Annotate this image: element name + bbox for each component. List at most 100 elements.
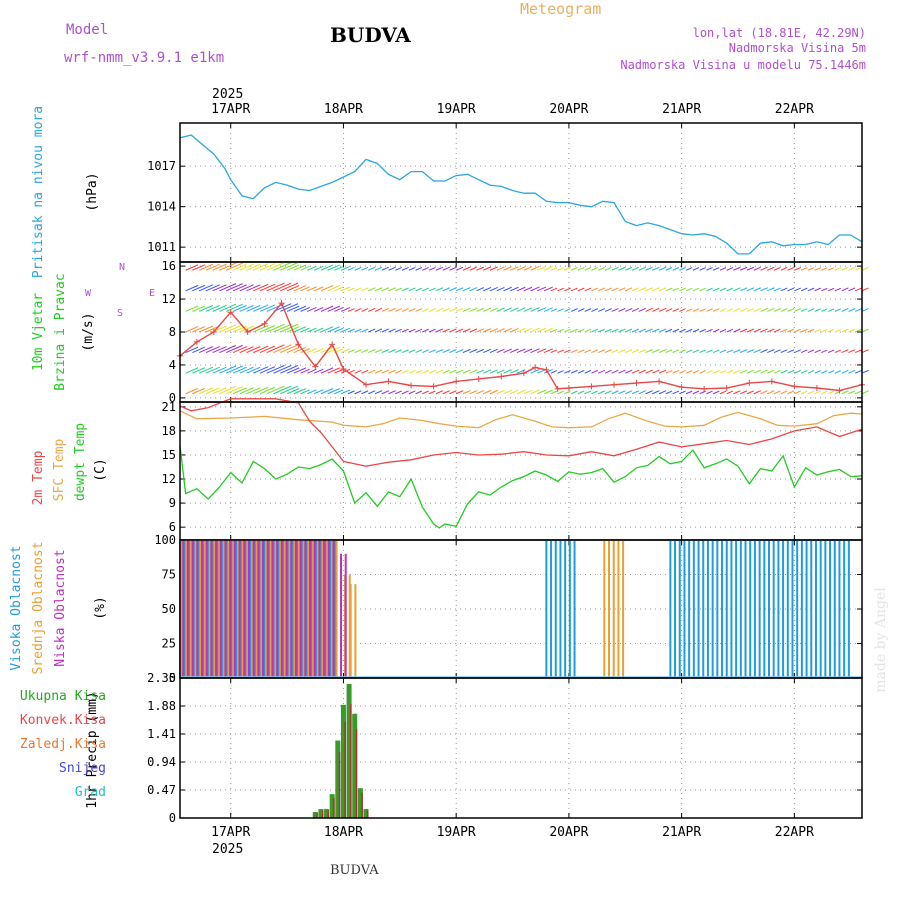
- wind-arrow: [760, 369, 768, 374]
- wind-arrow: [293, 305, 307, 312]
- wind-arrow: [794, 287, 801, 292]
- wind-arrow: [652, 369, 660, 374]
- wind-arrow: [598, 390, 606, 395]
- wind-arrow: [361, 390, 369, 395]
- wind-arrow: [577, 349, 585, 354]
- wind-arrow: [814, 287, 821, 292]
- wind-arrow: [712, 267, 720, 271]
- wind-arrow: [320, 264, 334, 271]
- temp2m-line: [179, 398, 863, 467]
- y-tick-label: 12: [162, 292, 176, 306]
- wind-arrow: [787, 308, 795, 312]
- compass-label: W: [85, 288, 92, 299]
- wind-arrow: [226, 365, 243, 374]
- wind-arrow: [334, 307, 344, 312]
- wind-arrow: [712, 328, 720, 333]
- wind-arrow: [449, 390, 457, 395]
- wind-arrow: [415, 308, 423, 312]
- wind-arrow: [286, 367, 300, 374]
- wind-arrow: [374, 369, 383, 374]
- wind-arrow: [503, 348, 512, 354]
- wind-arrow: [543, 368, 553, 374]
- wind-arrow: [692, 349, 700, 354]
- wind-arrow: [232, 325, 247, 333]
- wind-arrow: [841, 369, 849, 374]
- wind-arrow: [557, 287, 564, 292]
- wind-arrow: [334, 327, 344, 333]
- wind-arrow: [455, 390, 464, 395]
- wind-arrow: [510, 307, 519, 312]
- wind-arrow: [307, 327, 317, 333]
- wind-arrow: [307, 368, 317, 374]
- wind-arrow: [841, 328, 849, 333]
- wind-arrow: [462, 348, 471, 354]
- wind-arrow: [428, 390, 436, 395]
- wind-arrow: [401, 287, 409, 292]
- wind-arrow: [483, 369, 492, 374]
- wind-arrow: [780, 390, 788, 395]
- wind-arrow: [212, 284, 227, 292]
- wind-arrow: [827, 329, 835, 333]
- wind-arrow: [679, 369, 686, 374]
- precip-conv-bar: [338, 752, 341, 818]
- y-tick-label: 21: [162, 400, 176, 414]
- precip-bar: [352, 713, 358, 818]
- wind-arrow: [760, 390, 768, 395]
- wind-arrow: [604, 390, 612, 395]
- wind-arrow: [192, 284, 206, 292]
- wind-arrow: [489, 348, 498, 354]
- wind-arrow: [469, 390, 478, 395]
- wind-arrow: [476, 307, 485, 312]
- wind-arrow: [591, 369, 599, 374]
- wind-arrow: [415, 266, 423, 271]
- wind-arrow: [401, 308, 409, 312]
- wind-arrow: [834, 287, 841, 292]
- wind-arrow: [699, 370, 706, 374]
- wind-arrow: [746, 287, 755, 292]
- wind-arrow: [286, 326, 300, 333]
- wind-arrow: [652, 287, 660, 292]
- wind-arrow: [564, 267, 571, 271]
- wind-arrow: [631, 390, 640, 395]
- wind-arrow: [510, 389, 519, 395]
- wind-arrow: [760, 349, 768, 354]
- panel-axis-label: (%): [93, 596, 108, 619]
- wind-arrow: [374, 287, 383, 292]
- wind-arrow: [198, 304, 214, 312]
- wind-arrow: [205, 366, 220, 374]
- wind-arrow: [401, 349, 409, 354]
- wind-arrow: [435, 390, 444, 395]
- wind-arrow: [205, 263, 220, 271]
- wind-arrow: [198, 366, 214, 374]
- wind-arrow: [340, 286, 351, 292]
- wind-arrow: [685, 267, 693, 271]
- wind-arrow: [604, 349, 612, 354]
- wind-arrow: [523, 389, 533, 395]
- wind-arrow: [469, 266, 478, 271]
- wind-arrow: [442, 307, 450, 312]
- wind-arrow: [354, 390, 362, 395]
- wind-arrow: [631, 307, 640, 312]
- wind-arrow: [550, 328, 558, 333]
- wind-arrow: [435, 349, 444, 354]
- wind-speed-marker: [453, 378, 460, 385]
- wind-arrow: [591, 308, 599, 312]
- wind-speed-marker: [543, 366, 550, 373]
- y-tick-label: 0: [169, 671, 176, 685]
- wind-arrow: [489, 389, 498, 395]
- wind-arrow: [347, 266, 355, 271]
- wind-arrow: [239, 284, 254, 292]
- wind-arrow: [327, 285, 340, 292]
- wind-arrow: [408, 308, 416, 312]
- wind-arrow: [855, 390, 863, 395]
- wind-arrow: [320, 285, 334, 292]
- wind-speed-marker: [768, 378, 775, 385]
- wind-arrow: [476, 328, 485, 333]
- wind-arrow: [334, 389, 344, 395]
- y-tick-label: 1017: [147, 159, 176, 173]
- wind-arrow: [638, 328, 647, 333]
- wind-arrow: [753, 369, 762, 374]
- wind-arrow: [699, 349, 706, 354]
- wind-arrow: [740, 328, 748, 333]
- wind-arrow: [259, 345, 276, 354]
